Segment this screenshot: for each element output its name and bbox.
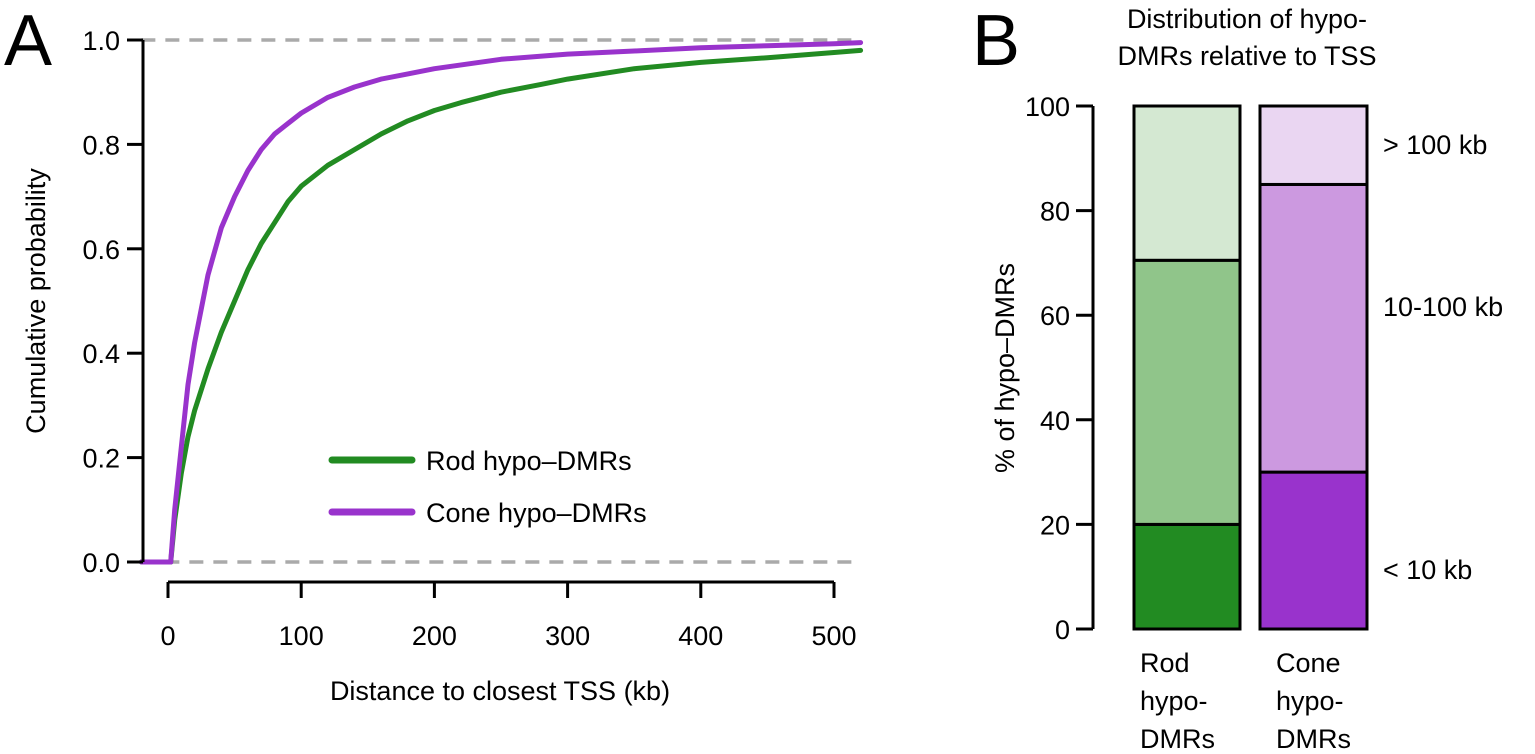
- y-tick-label: 0.6: [82, 235, 120, 265]
- bar-chart-title: Distribution of hypo- DMRs relative to TS…: [1117, 4, 1376, 71]
- y-axis: 0.0 0.2 0.4 0.6 0.8 1.0: [82, 26, 145, 578]
- y-axis-title: Cumulative probability: [21, 168, 51, 434]
- rod-category-label: Rod: [1140, 648, 1190, 678]
- bar-y-tick-label: 40: [1040, 406, 1070, 436]
- y-tick-label: 0.4: [82, 339, 120, 369]
- x-tick-label: 0: [160, 621, 175, 651]
- rod-bar-segment-10to100kb: [1132, 258, 1242, 526]
- bar-y-tick-label: 80: [1040, 197, 1070, 227]
- rod-category-label: hypo-: [1140, 686, 1208, 716]
- cone-bar-segment-gt100kb: [1258, 104, 1369, 186]
- x-tick-label: 500: [811, 621, 856, 651]
- segment-label-gt100kb: > 100 kb: [1383, 130, 1487, 160]
- y-tick-label: 0.8: [82, 130, 120, 160]
- bar-title-line: Distribution of hypo-: [1127, 4, 1367, 34]
- cone-category-label: Cone: [1276, 648, 1341, 678]
- x-tick-label: 200: [412, 621, 457, 651]
- y-tick-label: 0.2: [82, 444, 120, 474]
- bar-y-tick-label: 60: [1040, 301, 1070, 331]
- rod-bar-segment-lt10kb: [1132, 522, 1242, 631]
- x-axis-title: Distance to closest TSS (kb): [330, 676, 670, 706]
- cone-category-label: DMRs: [1276, 724, 1351, 754]
- rod-category-label: DMRs: [1140, 724, 1215, 754]
- rod-bar-segment-gt100kb: [1132, 104, 1242, 262]
- bar-y-axis: 0 20 40 60 80 100: [1025, 92, 1095, 645]
- cdf-lines: [138, 40, 864, 565]
- cone-cdf-line: [138, 40, 864, 565]
- x-axis: 0 100 200 300 400 500: [160, 580, 857, 651]
- stacked-bars: [1132, 104, 1369, 631]
- bar-y-axis-title: % of hypo–DMRs: [990, 263, 1020, 473]
- bar-y-tick-label: 20: [1040, 510, 1070, 540]
- y-tick-label: 0.0: [82, 548, 120, 578]
- category-labels: Rod hypo- DMRs Cone hypo- DMRs: [1140, 648, 1351, 754]
- legend: Rod hypo–DMRs Cone hypo–DMRs: [328, 446, 647, 528]
- cone-bar-segment-lt10kb: [1258, 470, 1369, 631]
- segment-labels: < 10 kb 10-100 kb > 100 kb: [1383, 130, 1503, 585]
- x-tick-label: 400: [678, 621, 723, 651]
- cone-bar-segment-10to100kb: [1258, 182, 1369, 474]
- bar-y-tick-label: 0: [1055, 615, 1070, 645]
- panel-a-letter: A: [4, 1, 52, 81]
- reference-lines: [141, 38, 861, 564]
- legend-rod-label: Rod hypo–DMRs: [426, 446, 632, 476]
- panel-b-letter: B: [972, 1, 1020, 81]
- cone-category-label: hypo-: [1276, 686, 1344, 716]
- x-tick-label: 300: [545, 621, 590, 651]
- y-tick-label: 1.0: [82, 26, 120, 56]
- legend-cone-label: Cone hypo–DMRs: [426, 498, 647, 528]
- x-tick-label: 100: [279, 621, 324, 651]
- segment-label-10to100kb: 10-100 kb: [1383, 292, 1503, 322]
- rod-cdf-line: [138, 47, 864, 565]
- bar-y-tick-label: 100: [1025, 92, 1070, 122]
- segment-label-lt10kb: < 10 kb: [1383, 555, 1472, 585]
- bar-title-line: DMRs relative to TSS: [1117, 41, 1376, 71]
